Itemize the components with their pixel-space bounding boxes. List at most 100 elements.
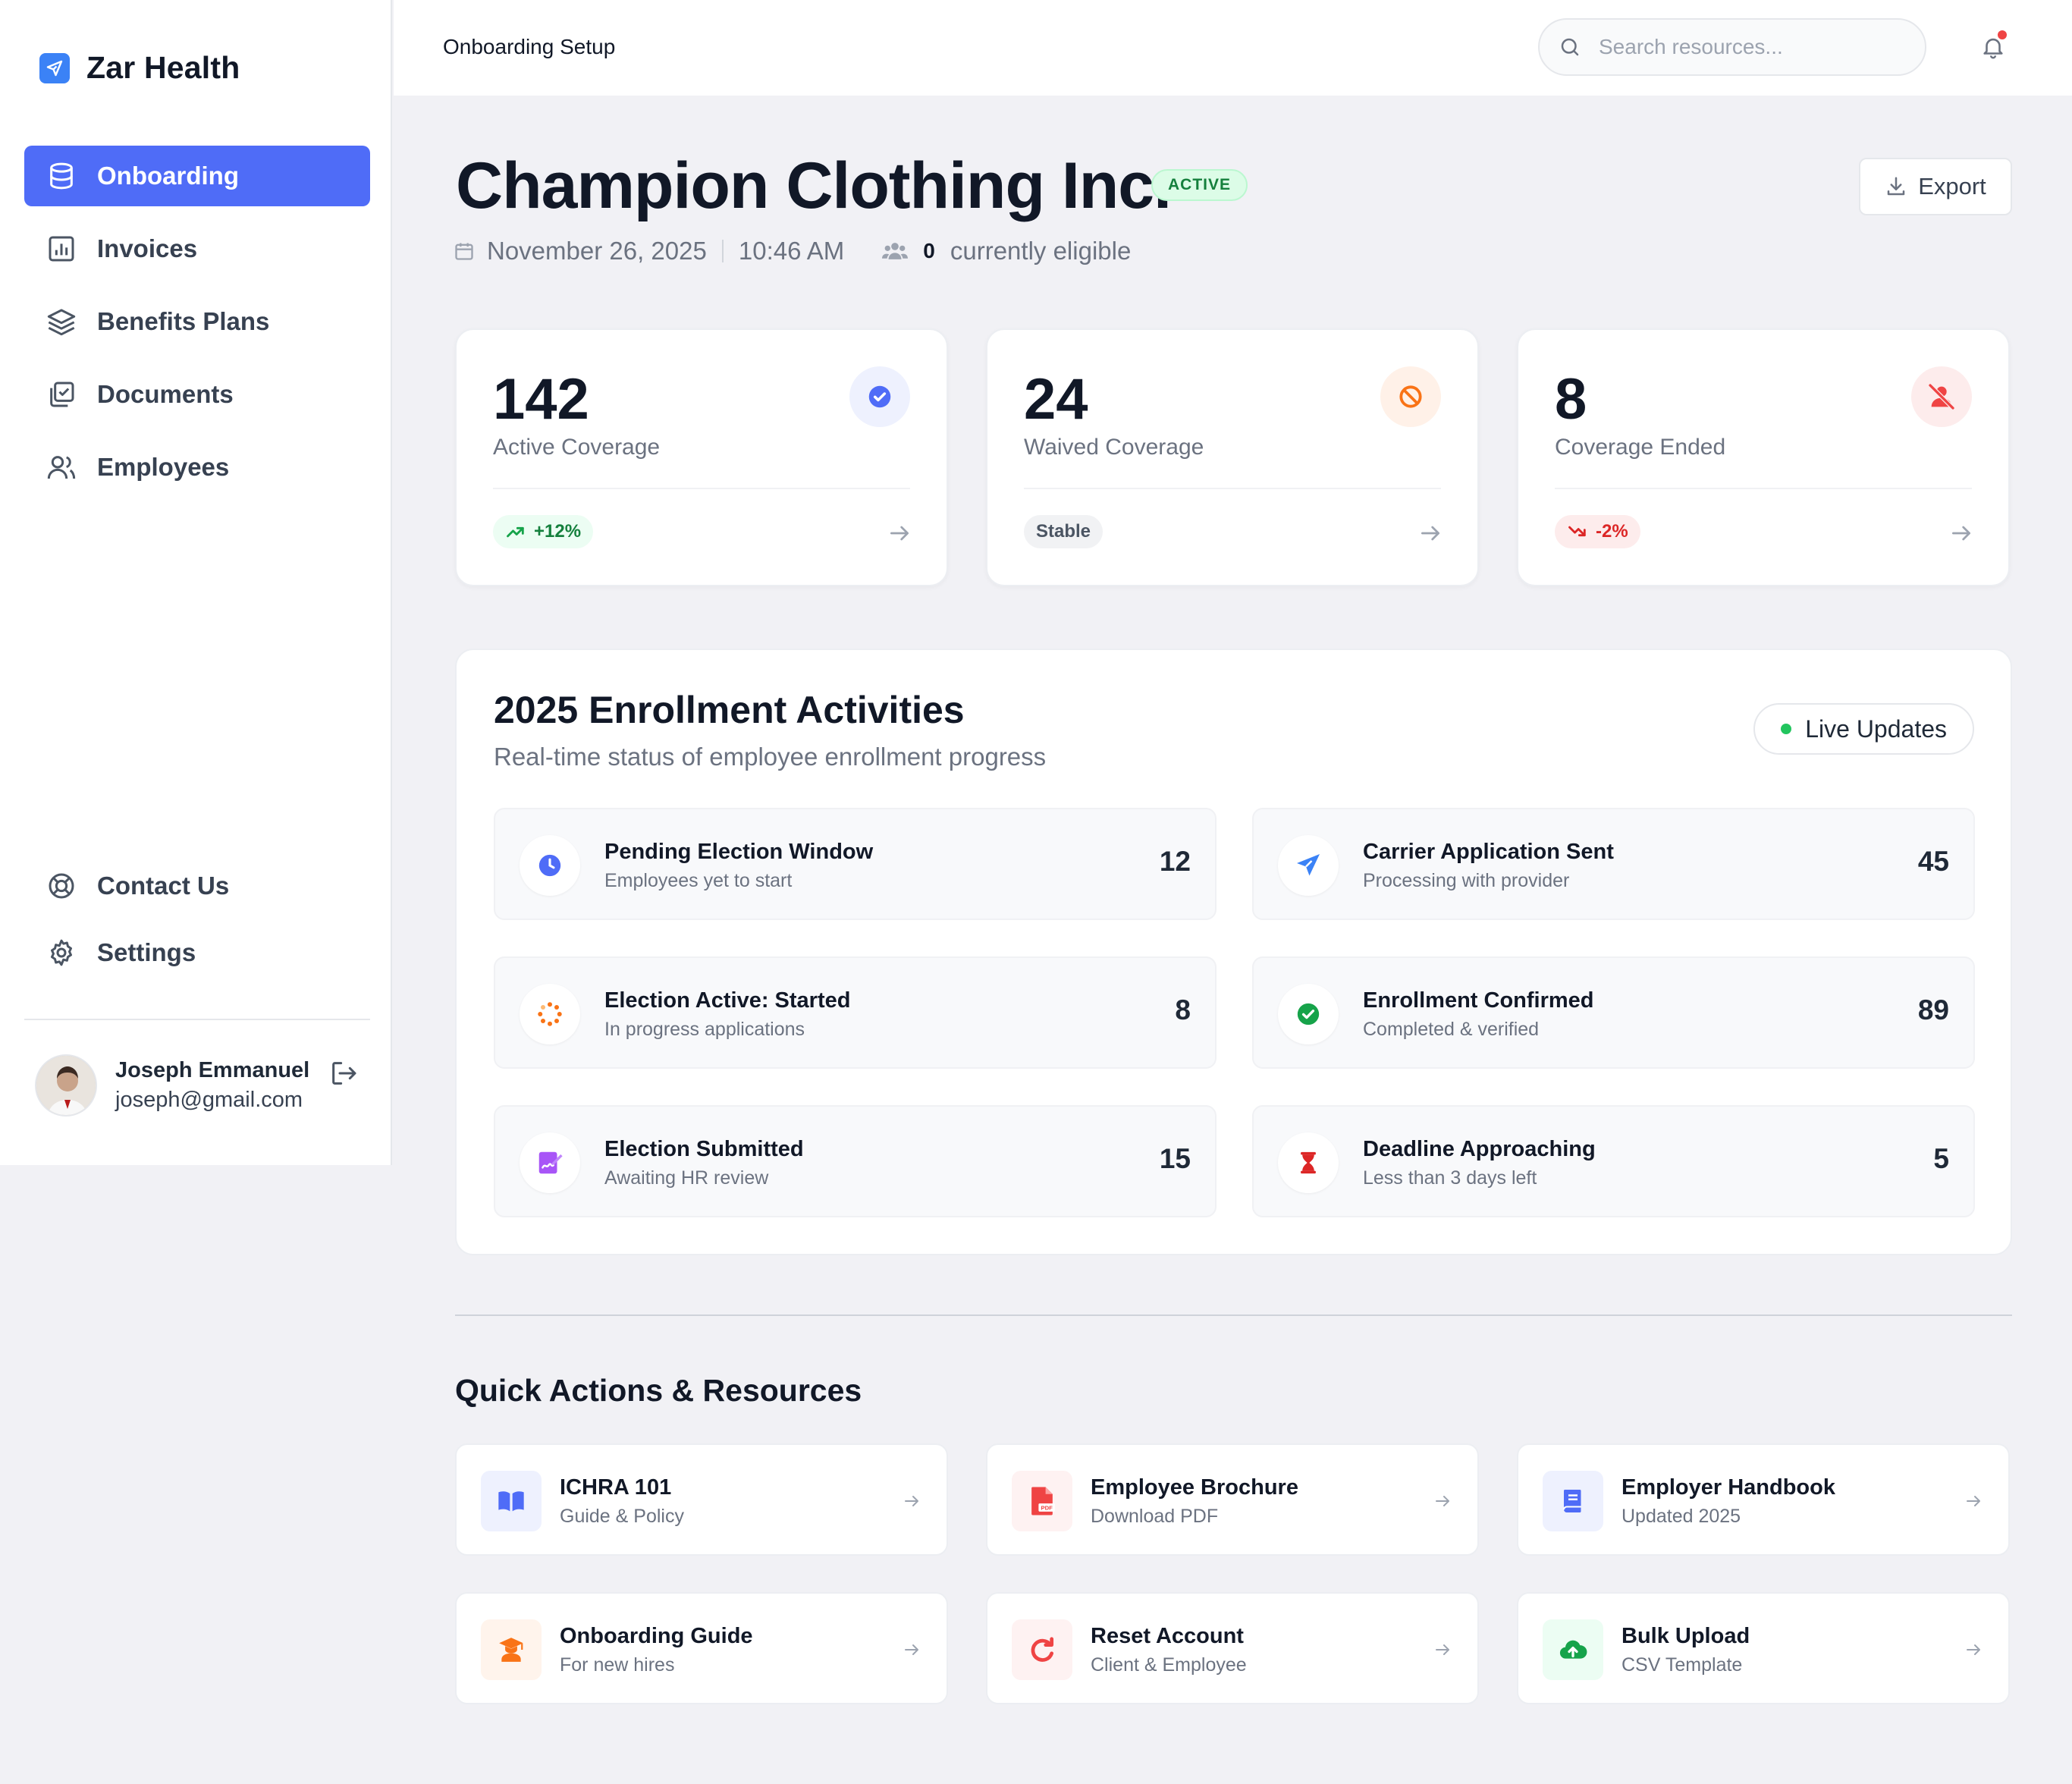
activity-election-submitted[interactable]: Election Submitted Awaiting HR review 15 xyxy=(494,1105,1217,1217)
graduate-icon xyxy=(481,1619,542,1680)
search-box[interactable] xyxy=(1538,18,1926,76)
documents-check-icon xyxy=(44,377,79,412)
reset-icon xyxy=(1012,1619,1072,1680)
sidebar-item-contact-us[interactable]: Contact Us xyxy=(24,856,370,916)
activity-count: 12 xyxy=(1159,846,1191,877)
sidebar-bottom-nav: Contact Us Settings xyxy=(24,856,370,989)
stat-trend-text: -2% xyxy=(1596,521,1628,542)
arrow-right-icon xyxy=(901,1639,922,1660)
stat-divider xyxy=(1024,488,1441,489)
quick-action-name: Employer Handbook xyxy=(1621,1475,1835,1500)
sidebar: Zar Health Onboarding Invoices Benefits … xyxy=(0,0,392,1165)
sidebar-item-invoices[interactable]: Invoices xyxy=(24,218,370,279)
quick-action-employer-handbook[interactable]: Employer Handbook Updated 2025 xyxy=(1517,1443,2010,1556)
layers-icon xyxy=(44,304,79,339)
arrow-right-icon xyxy=(1963,1490,1984,1512)
download-icon xyxy=(1885,175,1907,198)
quick-action-reset-account[interactable]: Reset Account Client & Employee xyxy=(986,1592,1479,1704)
export-button[interactable]: Export xyxy=(1859,158,2012,215)
quick-action-onboarding-guide[interactable]: Onboarding Guide For new hires xyxy=(455,1592,948,1704)
stat-label: Active Coverage xyxy=(493,435,661,460)
user-name: Joseph Emmanuel xyxy=(115,1058,310,1082)
arrow-right-icon[interactable] xyxy=(1948,520,1975,547)
stat-trend-text: +12% xyxy=(534,521,582,542)
eligible-label: currently eligible xyxy=(950,237,1132,265)
send-icon xyxy=(1278,835,1339,896)
people-icon xyxy=(882,240,909,262)
check-circle-icon xyxy=(849,366,910,427)
activity-election-active-started[interactable]: Election Active: Started In progress app… xyxy=(494,956,1217,1069)
calendar-icon xyxy=(454,240,475,262)
quick-action-subtitle: Updated 2025 xyxy=(1621,1506,1741,1527)
enrollment-panel: 2025 Enrollment Activities Real-time sta… xyxy=(455,649,2012,1255)
sidebar-nav: Onboarding Invoices Benefits Plans Docum… xyxy=(24,146,370,510)
activity-subtitle: In progress applications xyxy=(604,1019,805,1040)
sidebar-item-employees[interactable]: Employees xyxy=(24,437,370,498)
sidebar-divider xyxy=(24,1019,370,1020)
arrow-right-icon xyxy=(1432,1490,1453,1512)
quick-action-name: Reset Account xyxy=(1091,1624,1244,1648)
hourglass-icon xyxy=(1278,1132,1339,1193)
pdf-icon: PDF xyxy=(1012,1471,1072,1531)
activity-subtitle: Awaiting HR review xyxy=(604,1167,769,1189)
activity-title: Election Submitted xyxy=(604,1137,804,1161)
arrow-right-icon[interactable] xyxy=(1417,520,1444,547)
activity-subtitle: Less than 3 days left xyxy=(1363,1167,1537,1189)
sidebar-item-onboarding[interactable]: Onboarding xyxy=(24,146,370,206)
stat-card-waived-coverage[interactable]: 24 Waived Coverage Stable xyxy=(986,328,1479,586)
book-open-icon xyxy=(481,1471,542,1531)
activity-deadline-approaching[interactable]: Deadline Approaching Less than 3 days le… xyxy=(1252,1105,1975,1217)
meta-separator xyxy=(721,240,724,262)
notification-button[interactable] xyxy=(1978,30,2008,62)
live-dot-icon xyxy=(1781,724,1792,734)
activity-pending-election-window[interactable]: Pending Election Window Employees yet to… xyxy=(494,808,1217,920)
logout-icon[interactable] xyxy=(326,1056,361,1091)
quick-action-subtitle: CSV Template xyxy=(1621,1654,1743,1676)
live-updates-label: Live Updates xyxy=(1805,715,1947,743)
trend-down-icon xyxy=(1567,521,1588,542)
user-info: Joseph Emmanuel joseph@gmail.com xyxy=(115,1058,309,1113)
search-input[interactable] xyxy=(1599,35,1917,59)
sidebar-item-documents[interactable]: Documents xyxy=(24,364,370,425)
sidebar-item-label: Settings xyxy=(97,938,196,966)
arrow-right-icon xyxy=(901,1490,922,1512)
search-icon xyxy=(1556,33,1584,61)
stat-card-coverage-ended[interactable]: 8 Coverage Ended -2% xyxy=(1517,328,2010,586)
sidebar-item-benefits-plans[interactable]: Benefits Plans xyxy=(24,291,370,352)
quick-action-ichra-101[interactable]: ICHRA 101 Guide & Policy xyxy=(455,1443,948,1556)
activity-carrier-application-sent[interactable]: Carrier Application Sent Processing with… xyxy=(1252,808,1975,920)
quick-action-bulk-upload[interactable]: Bulk Upload CSV Template xyxy=(1517,1592,2010,1704)
quick-action-subtitle: Guide & Policy xyxy=(560,1506,684,1527)
spinner-icon xyxy=(520,984,580,1044)
arrow-right-icon xyxy=(1963,1639,1984,1660)
stat-trend-badge: +12% xyxy=(493,515,594,548)
brand[interactable]: Zar Health xyxy=(39,50,240,86)
avatar[interactable] xyxy=(35,1054,97,1117)
sidebar-item-settings[interactable]: Settings xyxy=(24,922,370,983)
quick-action-name: Employee Brochure xyxy=(1091,1475,1298,1500)
activity-count: 15 xyxy=(1159,1143,1191,1174)
page-breadcrumb: Onboarding Setup xyxy=(443,35,616,58)
stat-card-active-coverage[interactable]: 142 Active Coverage +12% xyxy=(455,328,948,586)
quick-action-employee-brochure[interactable]: PDF Employee Brochure Download PDF xyxy=(986,1443,1479,1556)
activity-title: Carrier Application Sent xyxy=(1363,840,1614,864)
user-email: joseph@gmail.com xyxy=(115,1088,303,1112)
sidebar-item-label: Contact Us xyxy=(97,872,230,900)
sidebar-item-label: Onboarding xyxy=(97,162,239,190)
activity-title: Election Active: Started xyxy=(604,988,851,1013)
bell-icon xyxy=(1983,38,2003,59)
activity-enrollment-confirmed[interactable]: Enrollment Confirmed Completed & verifie… xyxy=(1252,956,1975,1069)
cloud-upload-icon xyxy=(1543,1619,1603,1680)
activity-count: 8 xyxy=(1175,994,1191,1025)
stat-label: Waived Coverage xyxy=(1024,435,1204,460)
eligible-count: 0 xyxy=(923,239,935,262)
enrollment-subtitle: Real-time status of employee enrollment … xyxy=(494,743,1047,771)
check-circle-icon xyxy=(1278,984,1339,1044)
arrow-right-icon[interactable] xyxy=(886,520,913,547)
stat-divider xyxy=(493,488,910,489)
live-updates-badge[interactable]: Live Updates xyxy=(1753,703,1974,755)
svg-text:PDF: PDF xyxy=(1041,1505,1053,1512)
notification-dot xyxy=(1998,30,2007,39)
quick-action-name: Onboarding Guide xyxy=(560,1624,753,1648)
quick-action-subtitle: Download PDF xyxy=(1091,1506,1219,1527)
